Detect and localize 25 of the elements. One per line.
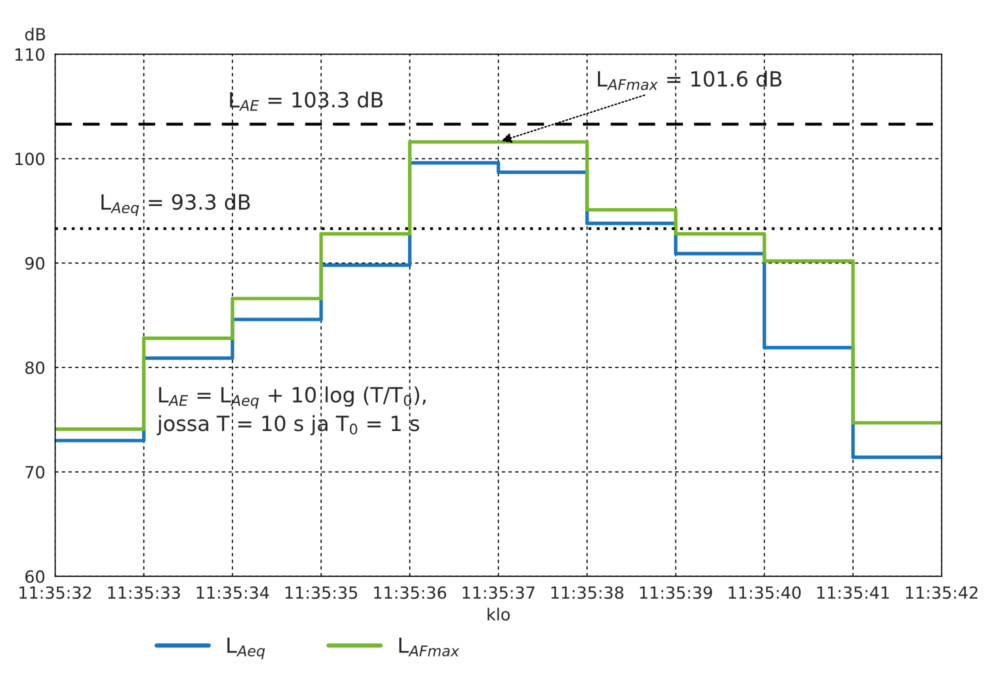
x-tick-label: 11:35:33 <box>108 586 180 599</box>
x-tick-label: 11:35:42 <box>906 586 978 599</box>
y-tick-label: 60 <box>25 570 44 583</box>
y-tick-label: 100 <box>15 152 44 166</box>
x-tick-label: 11:35:34 <box>196 586 269 599</box>
legend-label: L$_{AFmax}$ <box>399 638 460 656</box>
y-axis-title: dB <box>25 28 46 41</box>
ref-line-label: L$_{Aeq}$ = 93.3 dB <box>102 194 250 216</box>
y-tick-label: 110 <box>15 48 44 61</box>
annotation: L$_{AFmax}$ = 101.6 dB <box>598 70 782 90</box>
x-tick-label: 11:35:38 <box>551 586 624 599</box>
x-tick-label: 11:35:35 <box>286 586 358 599</box>
x-tick-label: 11:35:39 <box>640 586 712 599</box>
y-tick-label: 90 <box>25 257 44 270</box>
x-tick-label: 11:35:40 <box>728 586 801 599</box>
x-tick-label: 11:35:37 <box>462 586 534 599</box>
x-tick-label: 11:35:41 <box>817 586 889 599</box>
ref-line-label: L$_{AE}$ = 103.3 dB <box>230 92 383 111</box>
legend-label: L$_{Aeq}$ <box>227 638 265 660</box>
x-tick-label: 11:35:36 <box>374 586 446 599</box>
x-axis-title: klo <box>488 608 510 621</box>
text: L$_{AE}$ = L$_{Aeq}$ + 10 log (T/T$_{0}$), jossa T = 10 s ja T$_{0}$ = 1 s <box>156 386 426 436</box>
y-tick-label: 80 <box>25 361 44 374</box>
y-tick-label: 70 <box>26 466 44 478</box>
x-tick-label: 11:35:32 <box>20 586 91 599</box>
